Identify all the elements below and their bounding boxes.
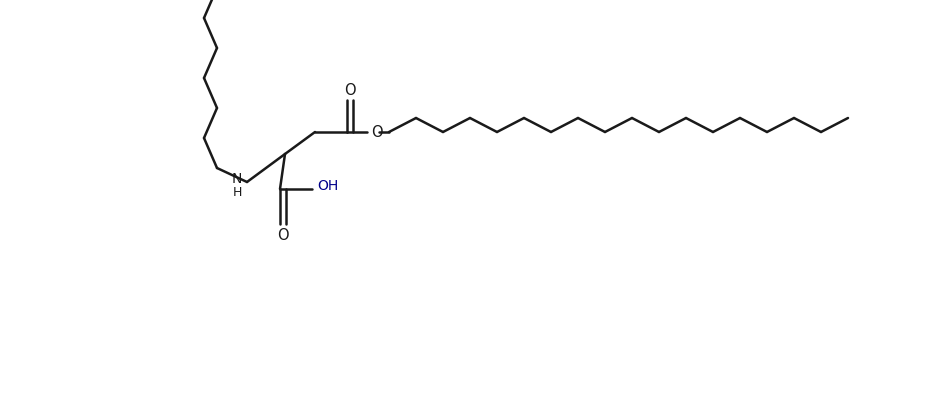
Text: N: N xyxy=(231,172,242,186)
Text: O: O xyxy=(277,227,289,242)
Text: OH: OH xyxy=(317,179,338,193)
Text: O: O xyxy=(371,125,383,140)
Text: H: H xyxy=(232,186,242,199)
Text: O: O xyxy=(344,83,356,98)
